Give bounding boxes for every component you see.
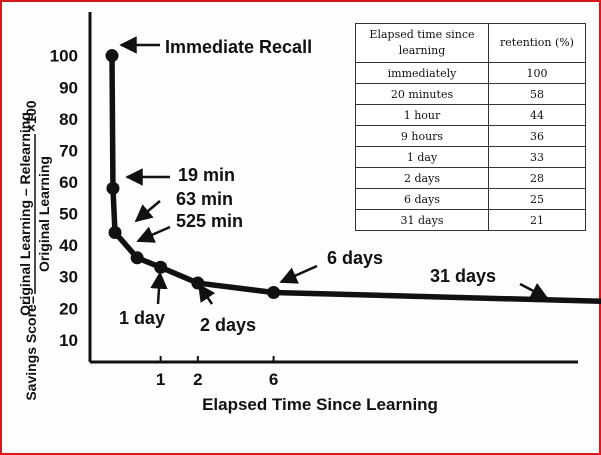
annotation-label: 2 days: [200, 315, 256, 335]
annotation-arrow: [136, 225, 171, 243]
x-tick-label: 1: [156, 370, 165, 389]
y-title-denominator: Original Learning: [36, 156, 52, 272]
y-title-numerator: Original Learning – Relearning: [17, 112, 33, 316]
table-row: 1 hour 44: [355, 104, 586, 126]
data-point: [154, 260, 168, 274]
annotation-arrow: [197, 283, 216, 305]
y-tick-label: 100: [50, 47, 78, 66]
table-cell-elapsed: 20 minutes: [355, 83, 489, 105]
table-cell-elapsed: 9 hours: [355, 125, 489, 147]
annotation-label: Immediate Recall: [165, 37, 312, 57]
data-point: [130, 251, 144, 265]
table-cell-elapsed: 31 days: [355, 209, 489, 231]
table-cell-elapsed: immediately: [355, 62, 489, 84]
data-point: [105, 49, 119, 63]
y-tick-label: 90: [59, 78, 78, 97]
y-tick-labels: 10 20 30 40 50 60 70 80 90 100: [50, 47, 78, 350]
table-row: immediately 100: [355, 62, 586, 84]
retention-table: Elapsed time since learning retention (%…: [355, 23, 586, 231]
table-cell-retention: 33: [488, 146, 586, 168]
annotation-arrow: [134, 200, 161, 223]
table-row: 20 minutes 58: [355, 83, 586, 105]
y-tick-label: 40: [59, 236, 78, 255]
annotation-arrow: [519, 282, 549, 300]
annotation-label: 31 days: [430, 266, 496, 286]
retention-curve-line: [109, 52, 601, 305]
table-cell-retention: 21: [488, 209, 586, 231]
table-cell-elapsed: 2 days: [355, 167, 489, 189]
table-row: 6 days 25: [355, 188, 586, 210]
table-row: 2 days 28: [355, 167, 586, 189]
table-row: 31 days 21: [355, 209, 586, 231]
table-cell-retention: 58: [488, 83, 586, 105]
table-header-retention: retention (%): [488, 23, 586, 63]
y-title-prefix: Savings Score=: [23, 296, 39, 401]
table-row: 9 hours 36: [355, 125, 586, 147]
table-row: 1 day 33: [355, 146, 586, 168]
y-axis-title: Savings Score= Original Learning – Relea…: [17, 100, 52, 400]
data-point: [108, 226, 122, 240]
x-tick-label: 2: [193, 370, 202, 389]
annotation-arrows: [119, 36, 549, 305]
table-header-row: Elapsed time since learning retention (%…: [355, 23, 586, 63]
x-tick-labels: 12631: [156, 356, 278, 389]
annotation-label: 6 days: [327, 248, 383, 268]
table-cell-retention: 100: [488, 62, 586, 84]
x-tick-label: 6: [269, 370, 278, 389]
data-point: [106, 181, 120, 195]
chart-axes: [88, 12, 578, 364]
annotation-label: 19 min: [178, 165, 235, 185]
y-tick-label: 60: [59, 173, 78, 192]
table-cell-elapsed: 1 day: [355, 146, 489, 168]
annotation-arrow: [150, 271, 168, 305]
annotation-label: 63 min: [176, 189, 233, 209]
y-tick-label: 20: [59, 299, 78, 318]
y-tick-label: 70: [59, 141, 78, 160]
annotation-label: 525 min: [176, 211, 243, 231]
data-point: [267, 286, 281, 300]
table-cell-elapsed: 6 days: [355, 188, 489, 210]
annotation-label: 1 day: [119, 308, 165, 328]
table-cell-elapsed: 1 hour: [355, 104, 489, 126]
y-tick-label: 30: [59, 268, 78, 287]
y-title-suffix: ×100: [23, 100, 39, 132]
table-cell-retention: 25: [488, 188, 586, 210]
y-tick-label: 10: [59, 331, 78, 350]
table-cell-retention: 44: [488, 104, 586, 126]
table-cell-retention: 36: [488, 125, 586, 147]
x-axis-title: Elapsed Time Since Learning: [202, 395, 438, 414]
data-point: [191, 276, 205, 290]
y-tick-label: 80: [59, 110, 78, 129]
y-tick-label: 50: [59, 205, 78, 224]
table-header-elapsed: Elapsed time since learning: [355, 23, 489, 63]
table-cell-retention: 28: [488, 167, 586, 189]
annotation-arrow: [279, 264, 318, 284]
